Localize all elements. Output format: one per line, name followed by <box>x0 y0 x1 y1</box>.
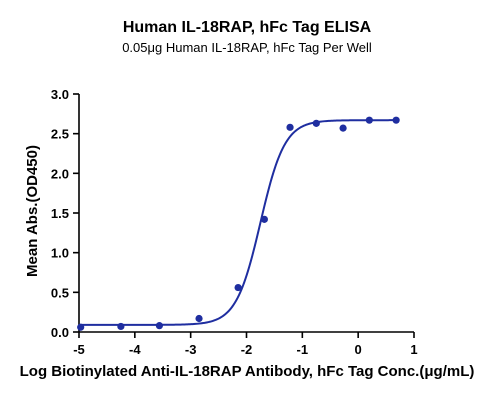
data-point <box>195 314 203 323</box>
chart-subtitle: 0.05μg Human IL-18RAP, hFc Tag Per Well <box>122 40 372 55</box>
y-tick-label: 2.5 <box>51 127 69 142</box>
data-point <box>339 124 347 132</box>
x-tick-label: -2 <box>241 342 253 357</box>
data-point <box>77 323 85 331</box>
x-tick-label: -5 <box>73 342 85 357</box>
data-point <box>260 215 268 223</box>
fit-curve <box>79 119 397 326</box>
data-point <box>286 123 294 131</box>
y-tick-label: 3.0 <box>51 87 69 102</box>
data-point <box>155 322 163 330</box>
chart-title: Human IL-18RAP, hFc Tag ELISA <box>123 19 372 36</box>
y-tick-label: 0.5 <box>51 285 69 300</box>
x-tick-label: 1 <box>410 342 417 357</box>
data-point <box>392 116 400 124</box>
data-point <box>365 116 373 124</box>
x-ticks: -5 -4 -3 -2 -1 0 1 <box>73 332 418 357</box>
axes <box>78 94 414 333</box>
data-point <box>117 322 125 331</box>
data-point <box>234 283 242 292</box>
y-tick-label: 1.5 <box>51 206 69 221</box>
data-points <box>77 116 400 331</box>
y-tick-label: 1.0 <box>51 246 69 261</box>
x-axis-label: Log Biotinylated Anti-IL-18RAP Antibody,… <box>20 363 475 380</box>
y-ticks: 0.0 0.5 1.0 1.5 2.0 2.5 3.0 <box>51 87 79 340</box>
x-tick-label: -1 <box>297 342 309 357</box>
x-tick-label: -4 <box>129 342 141 357</box>
y-tick-label: 2.0 <box>51 166 69 181</box>
y-axis-label: Mean Abs.(OD450) <box>24 145 41 277</box>
x-tick-label: -3 <box>185 342 197 357</box>
y-tick-label: 0.0 <box>51 325 69 340</box>
data-point <box>312 119 320 127</box>
x-tick-label: 0 <box>355 342 362 357</box>
